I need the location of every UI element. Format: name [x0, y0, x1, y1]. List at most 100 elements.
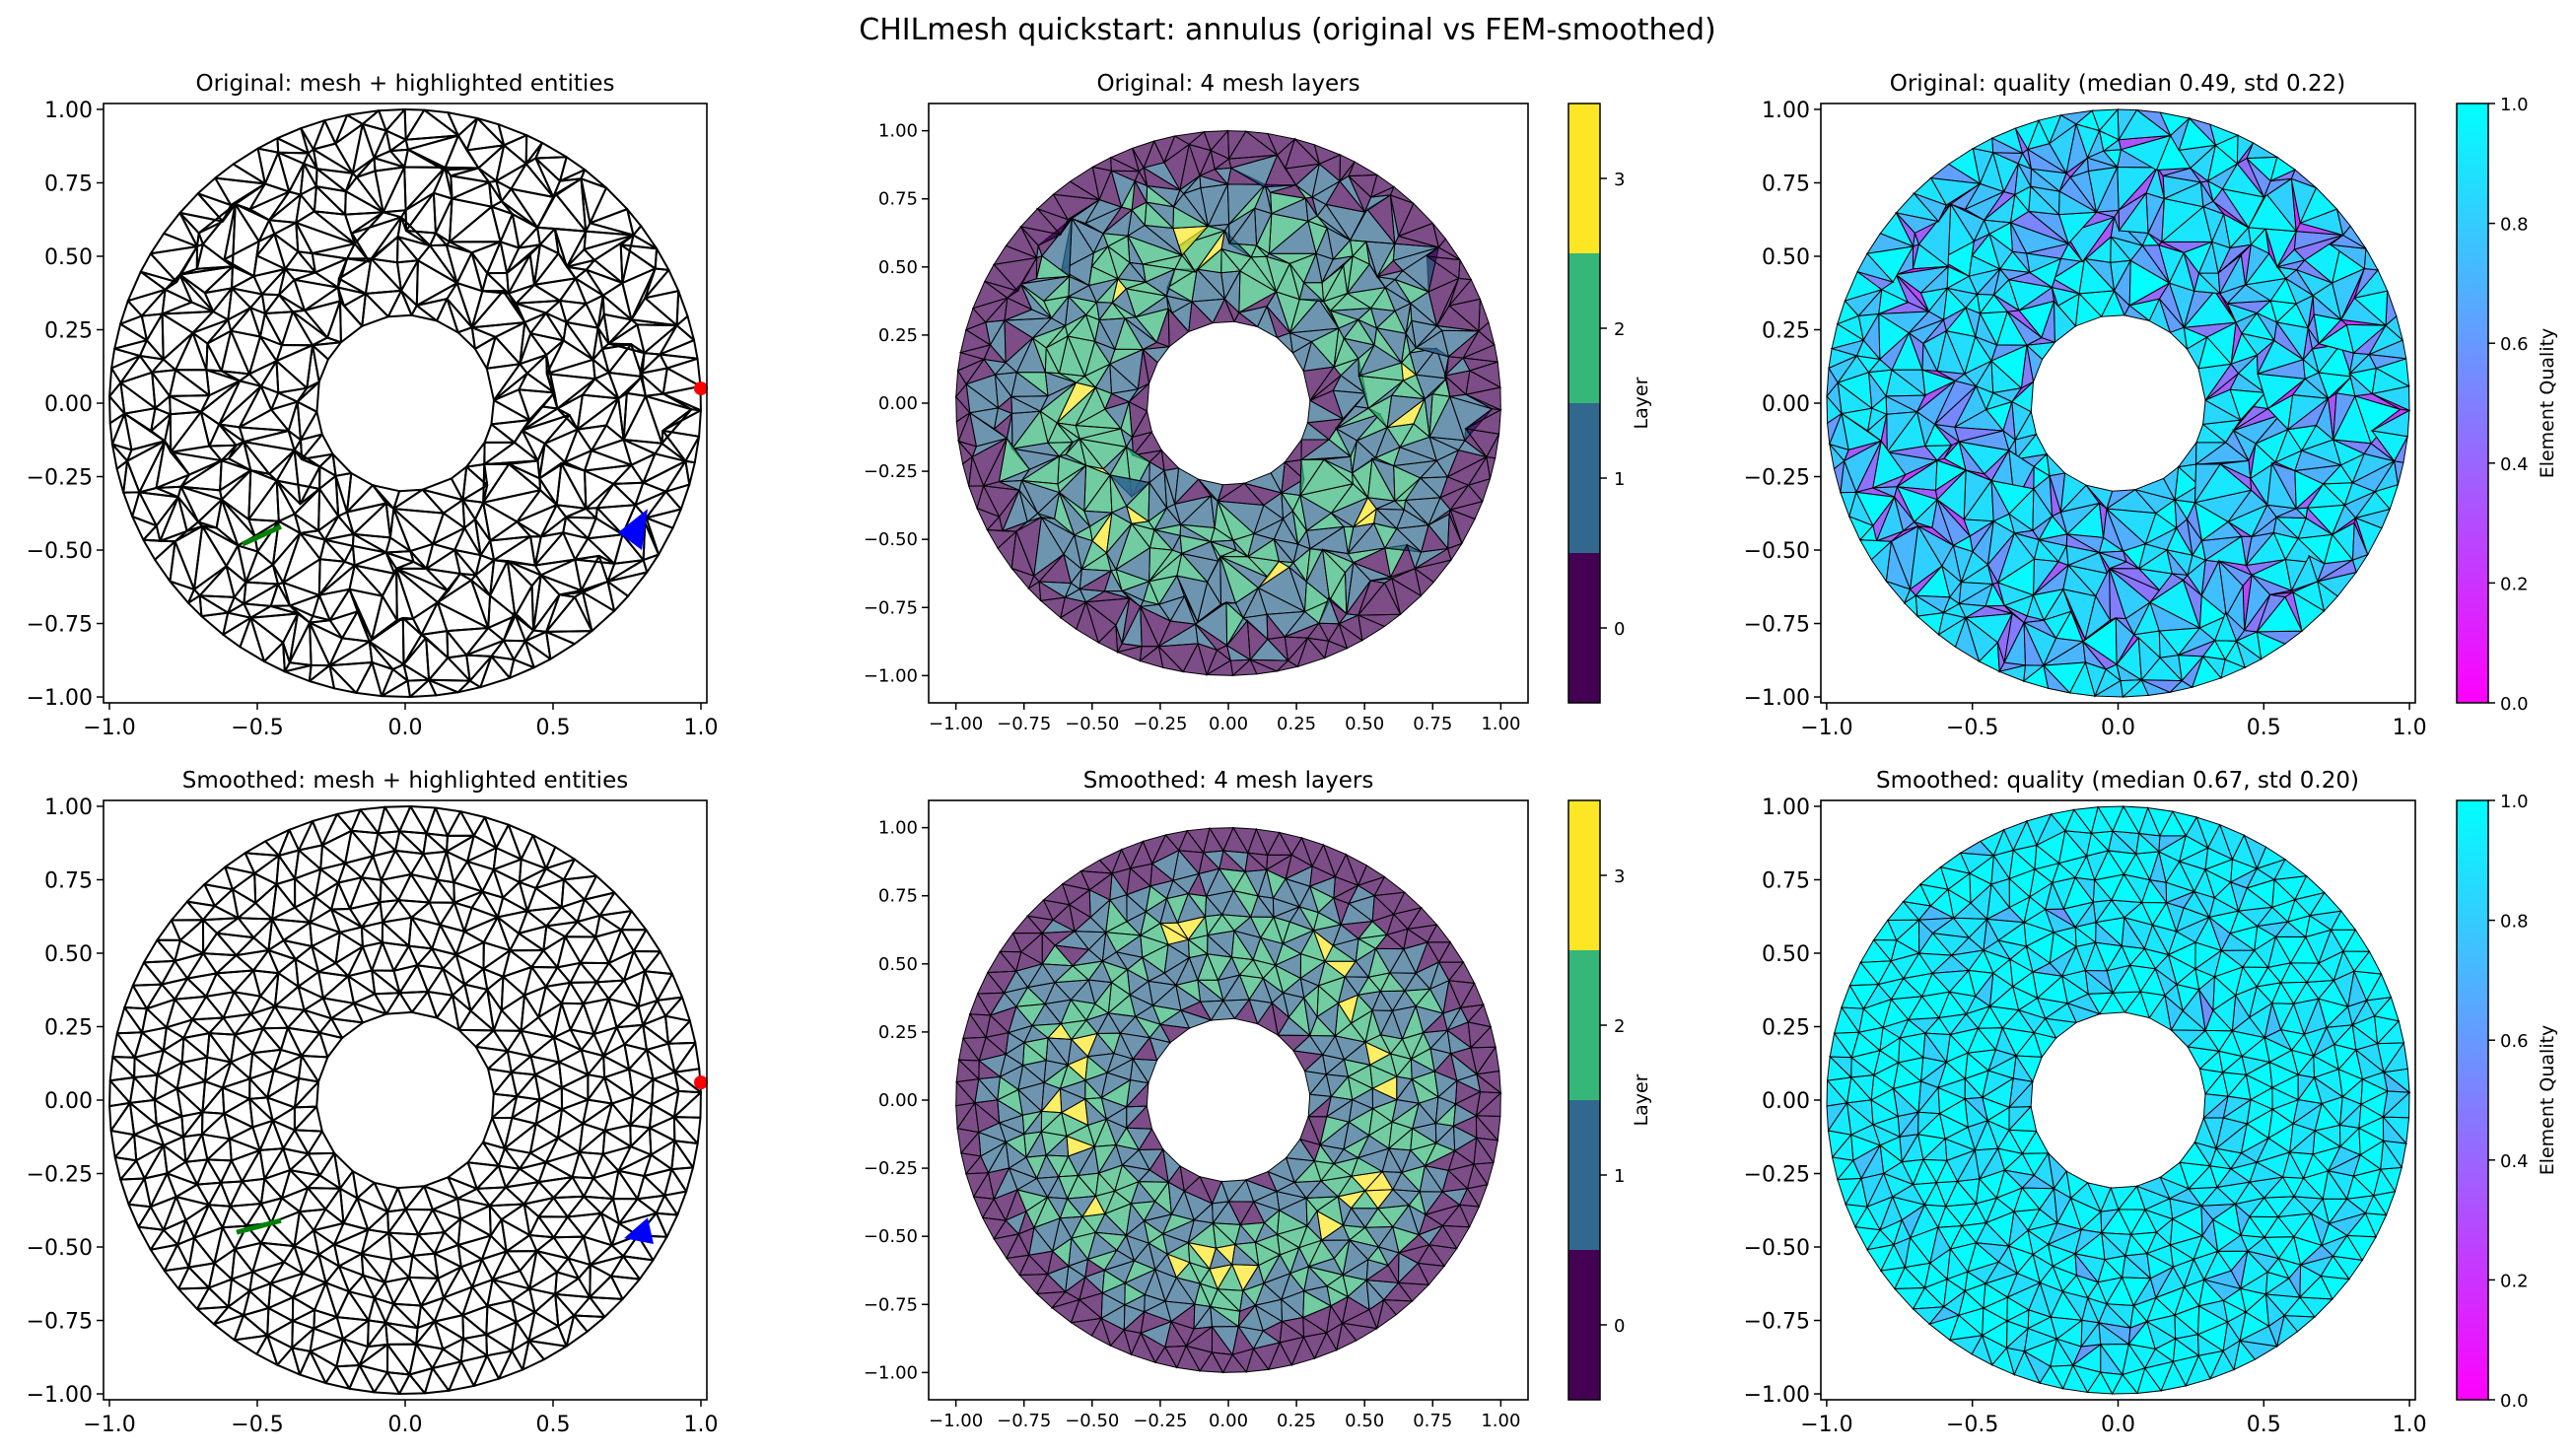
mesh-element	[204, 1061, 233, 1089]
colorbar-tick-label: 0.8	[2500, 215, 2529, 236]
mesh-element	[384, 1321, 419, 1346]
axes-frame	[103, 799, 708, 1401]
x-tick-label: 1.0	[684, 716, 719, 740]
highlighted-edge	[236, 1217, 282, 1235]
mesh-element	[528, 1271, 558, 1295]
mesh-element	[500, 994, 525, 1032]
mesh-element	[151, 369, 177, 397]
mesh-element	[360, 1252, 393, 1283]
mesh-element	[111, 1032, 136, 1059]
panel-original-mesh-layers: −1.00 −0.75 −0.50 −0.25 0.00 0.25 0.50 0.75 1.00…	[864, 103, 1652, 734]
mesh-element	[207, 1181, 232, 1208]
mesh-element	[275, 449, 302, 506]
mesh-element	[113, 1156, 138, 1181]
mesh-element	[115, 1031, 144, 1059]
mesh-element	[672, 1116, 702, 1144]
mesh-element	[569, 981, 598, 1005]
mesh-element	[177, 1266, 210, 1290]
x-tick-label: 0.00	[1209, 714, 1248, 734]
mesh-element	[510, 187, 555, 229]
mesh-element	[319, 844, 347, 870]
colorbar-tick-label: 0.6	[2500, 334, 2529, 355]
y-tick-label: 0.00	[44, 1089, 93, 1114]
mesh-element	[459, 1354, 488, 1387]
mesh-element	[293, 278, 339, 311]
y-tick-label: −0.75	[864, 1294, 918, 1315]
mesh-element	[182, 1032, 211, 1059]
mesh-element	[644, 970, 673, 1002]
quality-element	[2246, 1098, 2274, 1125]
x-tick-label: −0.75	[997, 714, 1051, 734]
mesh-element	[527, 1325, 568, 1348]
mesh-element	[115, 1006, 144, 1035]
mesh-element	[442, 499, 466, 529]
mesh-element	[543, 428, 579, 463]
mesh-element	[650, 1140, 676, 1171]
y-tick-label: 0.25	[44, 318, 93, 343]
mesh-element	[649, 1116, 676, 1142]
y-tick-label: 0.25	[1762, 318, 1810, 343]
mesh-element	[454, 941, 485, 970]
mesh-element	[135, 1143, 165, 1180]
mesh-element	[589, 186, 629, 225]
mesh-element	[267, 939, 297, 961]
mesh-element	[477, 144, 506, 182]
mesh-element	[229, 1203, 262, 1227]
mesh-element	[630, 297, 678, 327]
mesh-element	[113, 1134, 138, 1162]
mesh-element	[659, 324, 695, 356]
mesh-element	[180, 1056, 209, 1082]
y-tick-label: −0.75	[864, 597, 918, 618]
mesh-element	[294, 877, 316, 909]
quality-element	[2363, 246, 2379, 271]
mesh-element	[606, 571, 649, 597]
mesh-element	[629, 1127, 653, 1156]
mesh-element	[486, 988, 503, 1032]
mesh-element	[585, 268, 624, 297]
mesh-element	[566, 1195, 602, 1218]
layer-element	[1391, 1099, 1421, 1124]
mesh-element	[273, 1004, 306, 1029]
mesh-element	[510, 1071, 536, 1098]
x-tick-label: 0.5	[536, 716, 571, 740]
mesh-element	[108, 367, 122, 398]
mesh-element	[500, 1218, 531, 1253]
mesh-element	[459, 1205, 492, 1237]
mesh-element	[545, 630, 593, 646]
mesh-element	[334, 474, 348, 518]
mesh-element	[337, 1252, 365, 1277]
mesh-element	[126, 288, 167, 317]
layer-element	[1428, 393, 1451, 438]
mesh-element	[373, 157, 406, 173]
mesh-element	[229, 1180, 262, 1208]
x-tick-label: −1.0	[83, 1413, 135, 1437]
y-tick-label: 0.00	[878, 1090, 918, 1111]
mesh-element	[293, 1211, 315, 1248]
mesh-element	[415, 259, 458, 307]
mesh-element	[564, 935, 597, 964]
mesh-element	[243, 430, 296, 451]
mesh-element	[457, 1028, 495, 1048]
colorbar-tick-label: 3	[1614, 170, 1625, 190]
mesh-element	[445, 241, 473, 254]
mesh-element	[620, 929, 648, 952]
mesh-element	[199, 380, 242, 426]
mesh-element	[282, 531, 321, 585]
mesh-element	[138, 355, 165, 374]
panel-smoothed-mesh-layers: −1.00 −0.75 −0.50 −0.25 0.00 0.25 0.50 0.75 1.00…	[864, 799, 1652, 1431]
mesh-element	[632, 225, 659, 250]
layer-element	[1458, 257, 1473, 281]
mesh-element	[492, 1029, 522, 1053]
x-tick-label: −0.50	[1065, 1411, 1119, 1431]
mesh-element	[170, 900, 204, 922]
mesh-element	[530, 966, 559, 988]
mesh-element	[456, 1187, 491, 1208]
mesh-element	[463, 967, 489, 991]
mesh-element	[253, 872, 278, 904]
mesh-element	[344, 829, 375, 865]
mesh-element	[544, 858, 576, 881]
mesh-element	[133, 1123, 165, 1146]
mesh-element	[577, 1264, 592, 1298]
mesh-element	[533, 1073, 563, 1101]
mesh-element	[448, 1360, 475, 1392]
